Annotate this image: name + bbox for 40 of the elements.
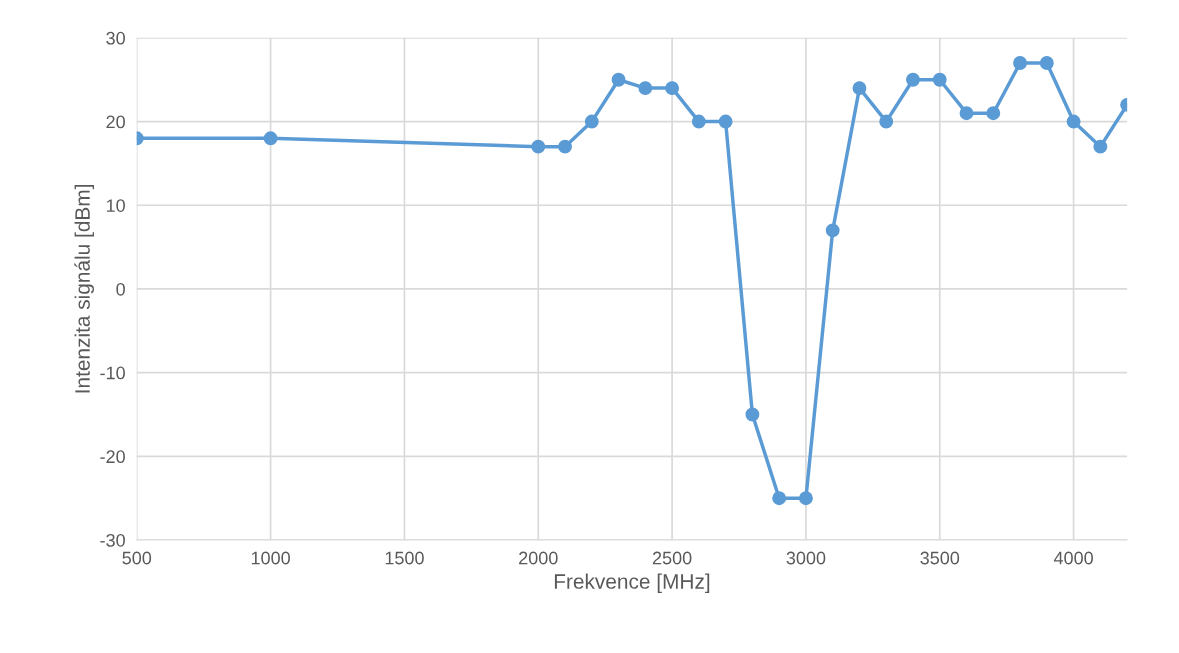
point [1066, 114, 1081, 129]
point [906, 72, 920, 87]
point [932, 72, 947, 87]
point [1093, 139, 1108, 154]
x-tick-label: 3000 [786, 551, 826, 565]
y-tick-label: -30 [100, 533, 125, 547]
point [638, 81, 653, 96]
y-tick-label: 0 [116, 282, 125, 296]
y-tick-label: 10 [106, 199, 125, 212]
point [611, 72, 626, 87]
x-tick-label: 3500 [920, 551, 960, 565]
y-tick-label: 30 [106, 31, 125, 45]
point [745, 407, 760, 422]
x-tick-label: 2000 [519, 551, 558, 565]
point [772, 491, 787, 506]
point [558, 139, 572, 154]
point [263, 131, 278, 146]
point [691, 114, 706, 129]
y-axis-title: Intenzita signálu [dBm] [74, 185, 94, 393]
y-tick-label: -10 [100, 366, 125, 380]
point [1013, 56, 1028, 70]
point [798, 491, 813, 506]
point [959, 106, 974, 121]
x-axis-title: Frekvence [MHz] [554, 573, 710, 593]
y-tick-label: 20 [106, 115, 125, 129]
point [852, 81, 867, 96]
x-tick-label: 1000 [251, 551, 290, 565]
point [1039, 56, 1054, 70]
point [665, 81, 680, 96]
point [531, 139, 546, 154]
x-tick-label: 2500 [652, 551, 692, 565]
x-tick-label: 500 [122, 551, 152, 565]
x-tick-label: 4000 [1053, 551, 1093, 565]
point [825, 223, 840, 238]
point [584, 114, 599, 129]
point [718, 114, 733, 129]
point [879, 114, 894, 129]
x-tick-label: 1500 [385, 551, 424, 565]
point [986, 106, 1001, 121]
y-tick-label: -20 [100, 450, 125, 464]
